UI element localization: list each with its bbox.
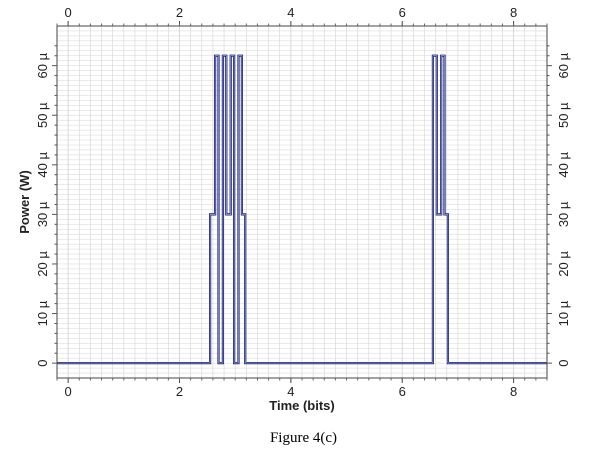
y-tick-label-left: 40 µ (35, 152, 50, 178)
y-tick-label-left: 30 µ (35, 201, 50, 227)
x-tick-label-bottom: 4 (287, 384, 294, 399)
y-tick-label-left: 50 µ (35, 102, 50, 128)
x-tick-label-bottom: 0 (65, 384, 72, 399)
x-tick-label-bottom: 8 (510, 384, 517, 399)
grid (56, 25, 548, 379)
y-tick-label-left: 60 µ (35, 52, 50, 78)
y-tick-label-left: 20 µ (35, 251, 50, 277)
x-tick-label-bottom: 6 (399, 384, 406, 399)
y-tick-label-right: 30 µ (556, 201, 571, 227)
x-tick-label-top: 8 (510, 5, 517, 20)
y-tick-label-right: 0 (556, 360, 571, 367)
x-tick-label-top: 4 (287, 5, 294, 20)
x-tick-label-top: 2 (176, 5, 183, 20)
figure-caption: Figure 4(c) (269, 430, 338, 446)
chart-svg: 0 0 2 2 4 4 6 6 8 8 0 0 10 µ 10 µ 20 µ 20 µ 30 µ 30 µ 40 µ… (17, 5, 571, 413)
x-tick-label-bottom: 2 (176, 384, 183, 399)
y-tick-label-left: 10 µ (35, 300, 50, 326)
y-tick-label-left: 0 (35, 360, 50, 367)
x-tick-label-top: 0 (65, 5, 72, 20)
series-layer (57, 54, 547, 365)
y-tick-label-right: 60 µ (556, 52, 571, 78)
y-tick-label-right: 20 µ (556, 251, 571, 277)
y-tick-label-right: 40 µ (556, 152, 571, 178)
ticks: 0 0 2 2 4 4 6 6 8 8 0 0 10 µ 10 µ 20 µ 20 µ 30 µ 30 µ 40 µ… (35, 5, 571, 399)
x-axis-title: Time (bits) (269, 398, 335, 413)
series-line-highlight-0 (57, 55, 547, 364)
y-axis-title: Power (W) (17, 170, 32, 234)
y-tick-label-right: 50 µ (556, 102, 571, 128)
x-tick-label-top: 6 (399, 5, 406, 20)
y-tick-label-right: 10 µ (556, 300, 571, 326)
